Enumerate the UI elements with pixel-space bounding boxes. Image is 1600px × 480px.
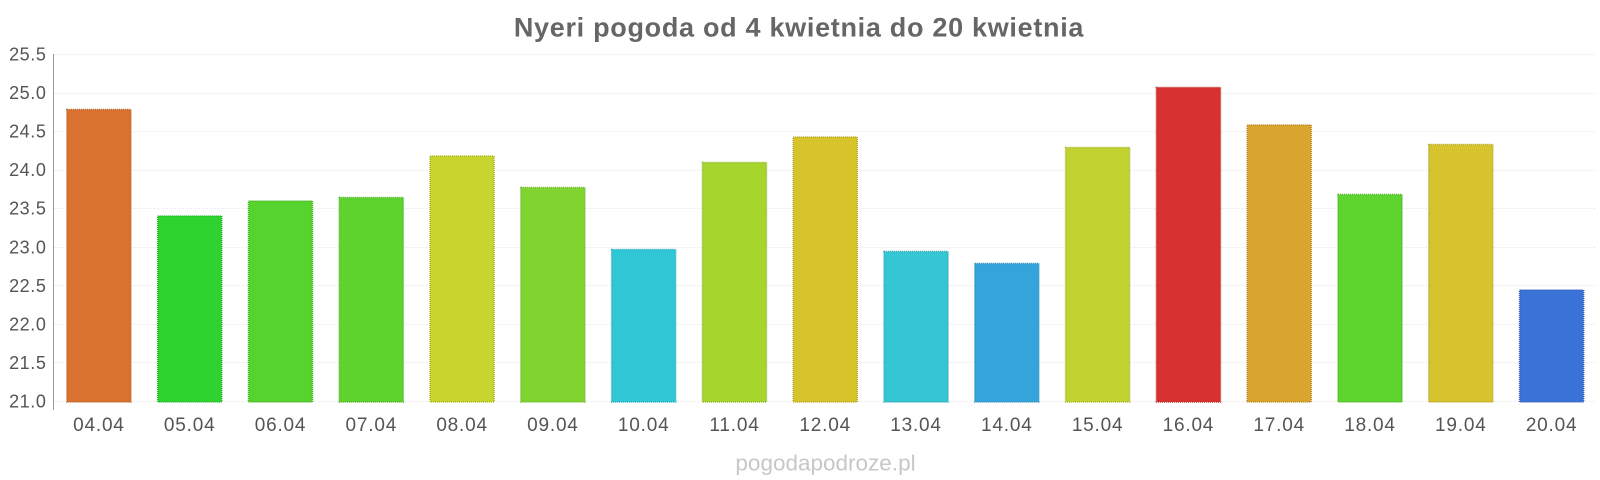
svg-text:21.5: 21.5 bbox=[9, 353, 46, 373]
svg-text:16.04: 16.04 bbox=[1163, 415, 1215, 436]
svg-text:22.5: 22.5 bbox=[9, 276, 46, 296]
svg-text:15.04: 15.04 bbox=[1072, 415, 1124, 436]
svg-text:08.04: 08.04 bbox=[436, 415, 488, 436]
svg-text:14.04: 14.04 bbox=[981, 415, 1033, 436]
svg-text:25.5: 25.5 bbox=[9, 45, 46, 65]
svg-text:23.0: 23.0 bbox=[9, 237, 46, 257]
svg-text:12.04: 12.04 bbox=[799, 415, 851, 436]
svg-text:05.04: 05.04 bbox=[164, 415, 216, 436]
svg-text:Nyeri pogoda od 4 kwietnia do: Nyeri pogoda od 4 kwietnia do 20 kwietni… bbox=[514, 13, 1085, 43]
svg-text:20.04: 20.04 bbox=[1526, 415, 1578, 436]
svg-text:23.5: 23.5 bbox=[9, 199, 46, 219]
svg-text:24.0: 24.0 bbox=[9, 160, 46, 180]
svg-text:22.0: 22.0 bbox=[9, 314, 46, 334]
svg-text:07.04: 07.04 bbox=[346, 415, 398, 436]
svg-text:11.04: 11.04 bbox=[709, 415, 759, 436]
svg-text:13.04: 13.04 bbox=[890, 415, 942, 436]
svg-text:25.0: 25.0 bbox=[9, 83, 46, 103]
svg-text:17.04: 17.04 bbox=[1253, 415, 1305, 436]
svg-text:06.04: 06.04 bbox=[255, 415, 307, 436]
svg-text:10.04: 10.04 bbox=[618, 415, 670, 436]
svg-text:09.04: 09.04 bbox=[527, 415, 579, 436]
svg-text:04.04: 04.04 bbox=[73, 415, 125, 436]
svg-text:18.04: 18.04 bbox=[1344, 415, 1396, 436]
svg-text:24.5: 24.5 bbox=[9, 122, 46, 142]
svg-text:19.04: 19.04 bbox=[1435, 415, 1487, 436]
svg-text:pogodapodroze.pl: pogodapodroze.pl bbox=[735, 451, 915, 476]
svg-text:21.0: 21.0 bbox=[9, 392, 46, 412]
